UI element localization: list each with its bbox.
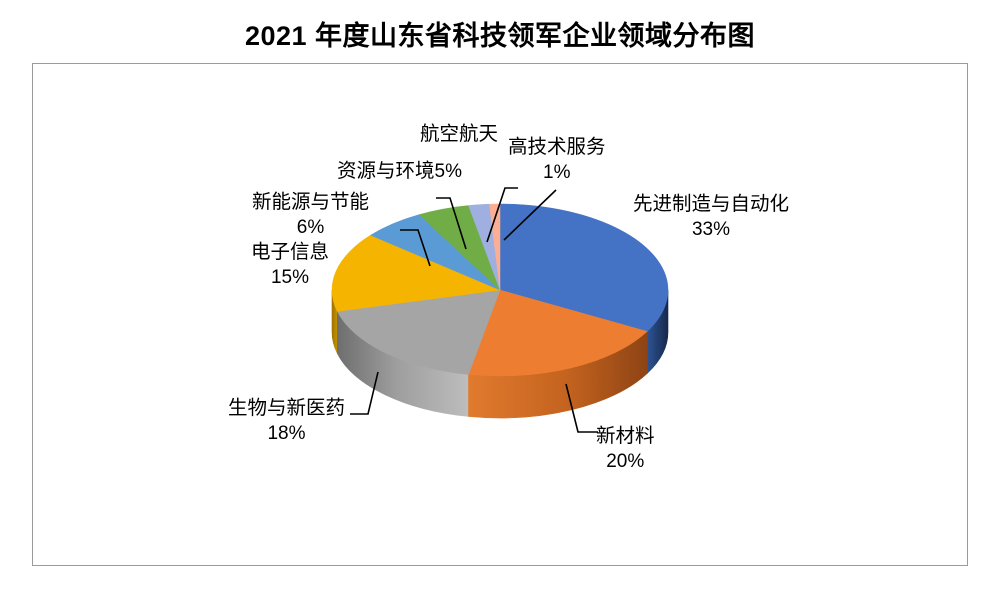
slice-label-pct: 1%: [543, 162, 571, 183]
slice-label-resources-env: 资源与环境5%: [337, 159, 462, 184]
plot-area-frame: [32, 63, 968, 566]
slice-label-advanced-manufacturing: 先进制造与自动化 33%: [633, 192, 789, 242]
slice-label-pct: 33%: [691, 219, 731, 240]
slice-label-new-energy: 新能源与节能 6%: [252, 190, 369, 240]
slice-label-name: 新能源与节能: [252, 191, 370, 213]
slice-label-pct: 6%: [296, 217, 325, 238]
slice-label-hitech-services: 高技术服务 1%: [508, 135, 606, 185]
slice-label-name: 航空航天: [420, 123, 499, 145]
slice-label-name: 先进制造与自动化: [633, 193, 790, 215]
slice-label-pct: 5%: [434, 161, 462, 182]
slice-label-new-materials: 新材料 20%: [596, 424, 655, 474]
slice-label-name: 新材料: [596, 425, 655, 447]
chart-title: 2021 年度山东省科技领军企业领域分布图: [244, 21, 756, 51]
slice-label-pct: 20%: [606, 451, 645, 472]
slice-label-pct: 15%: [270, 267, 310, 288]
slice-label-name: 资源与环境: [337, 160, 435, 182]
slice-label-name: 高技术服务: [508, 136, 606, 158]
slice-label-name: 生物与新医药: [228, 397, 346, 419]
slice-label-pct: 18%: [267, 423, 306, 444]
slice-label-name: 电子信息: [251, 241, 330, 263]
slice-label-bio-medicine: 生物与新医药 18%: [228, 396, 345, 446]
slice-label-electronic-info: 电子信息 15%: [251, 240, 329, 290]
slice-label-aerospace: 航空航天: [420, 122, 498, 147]
